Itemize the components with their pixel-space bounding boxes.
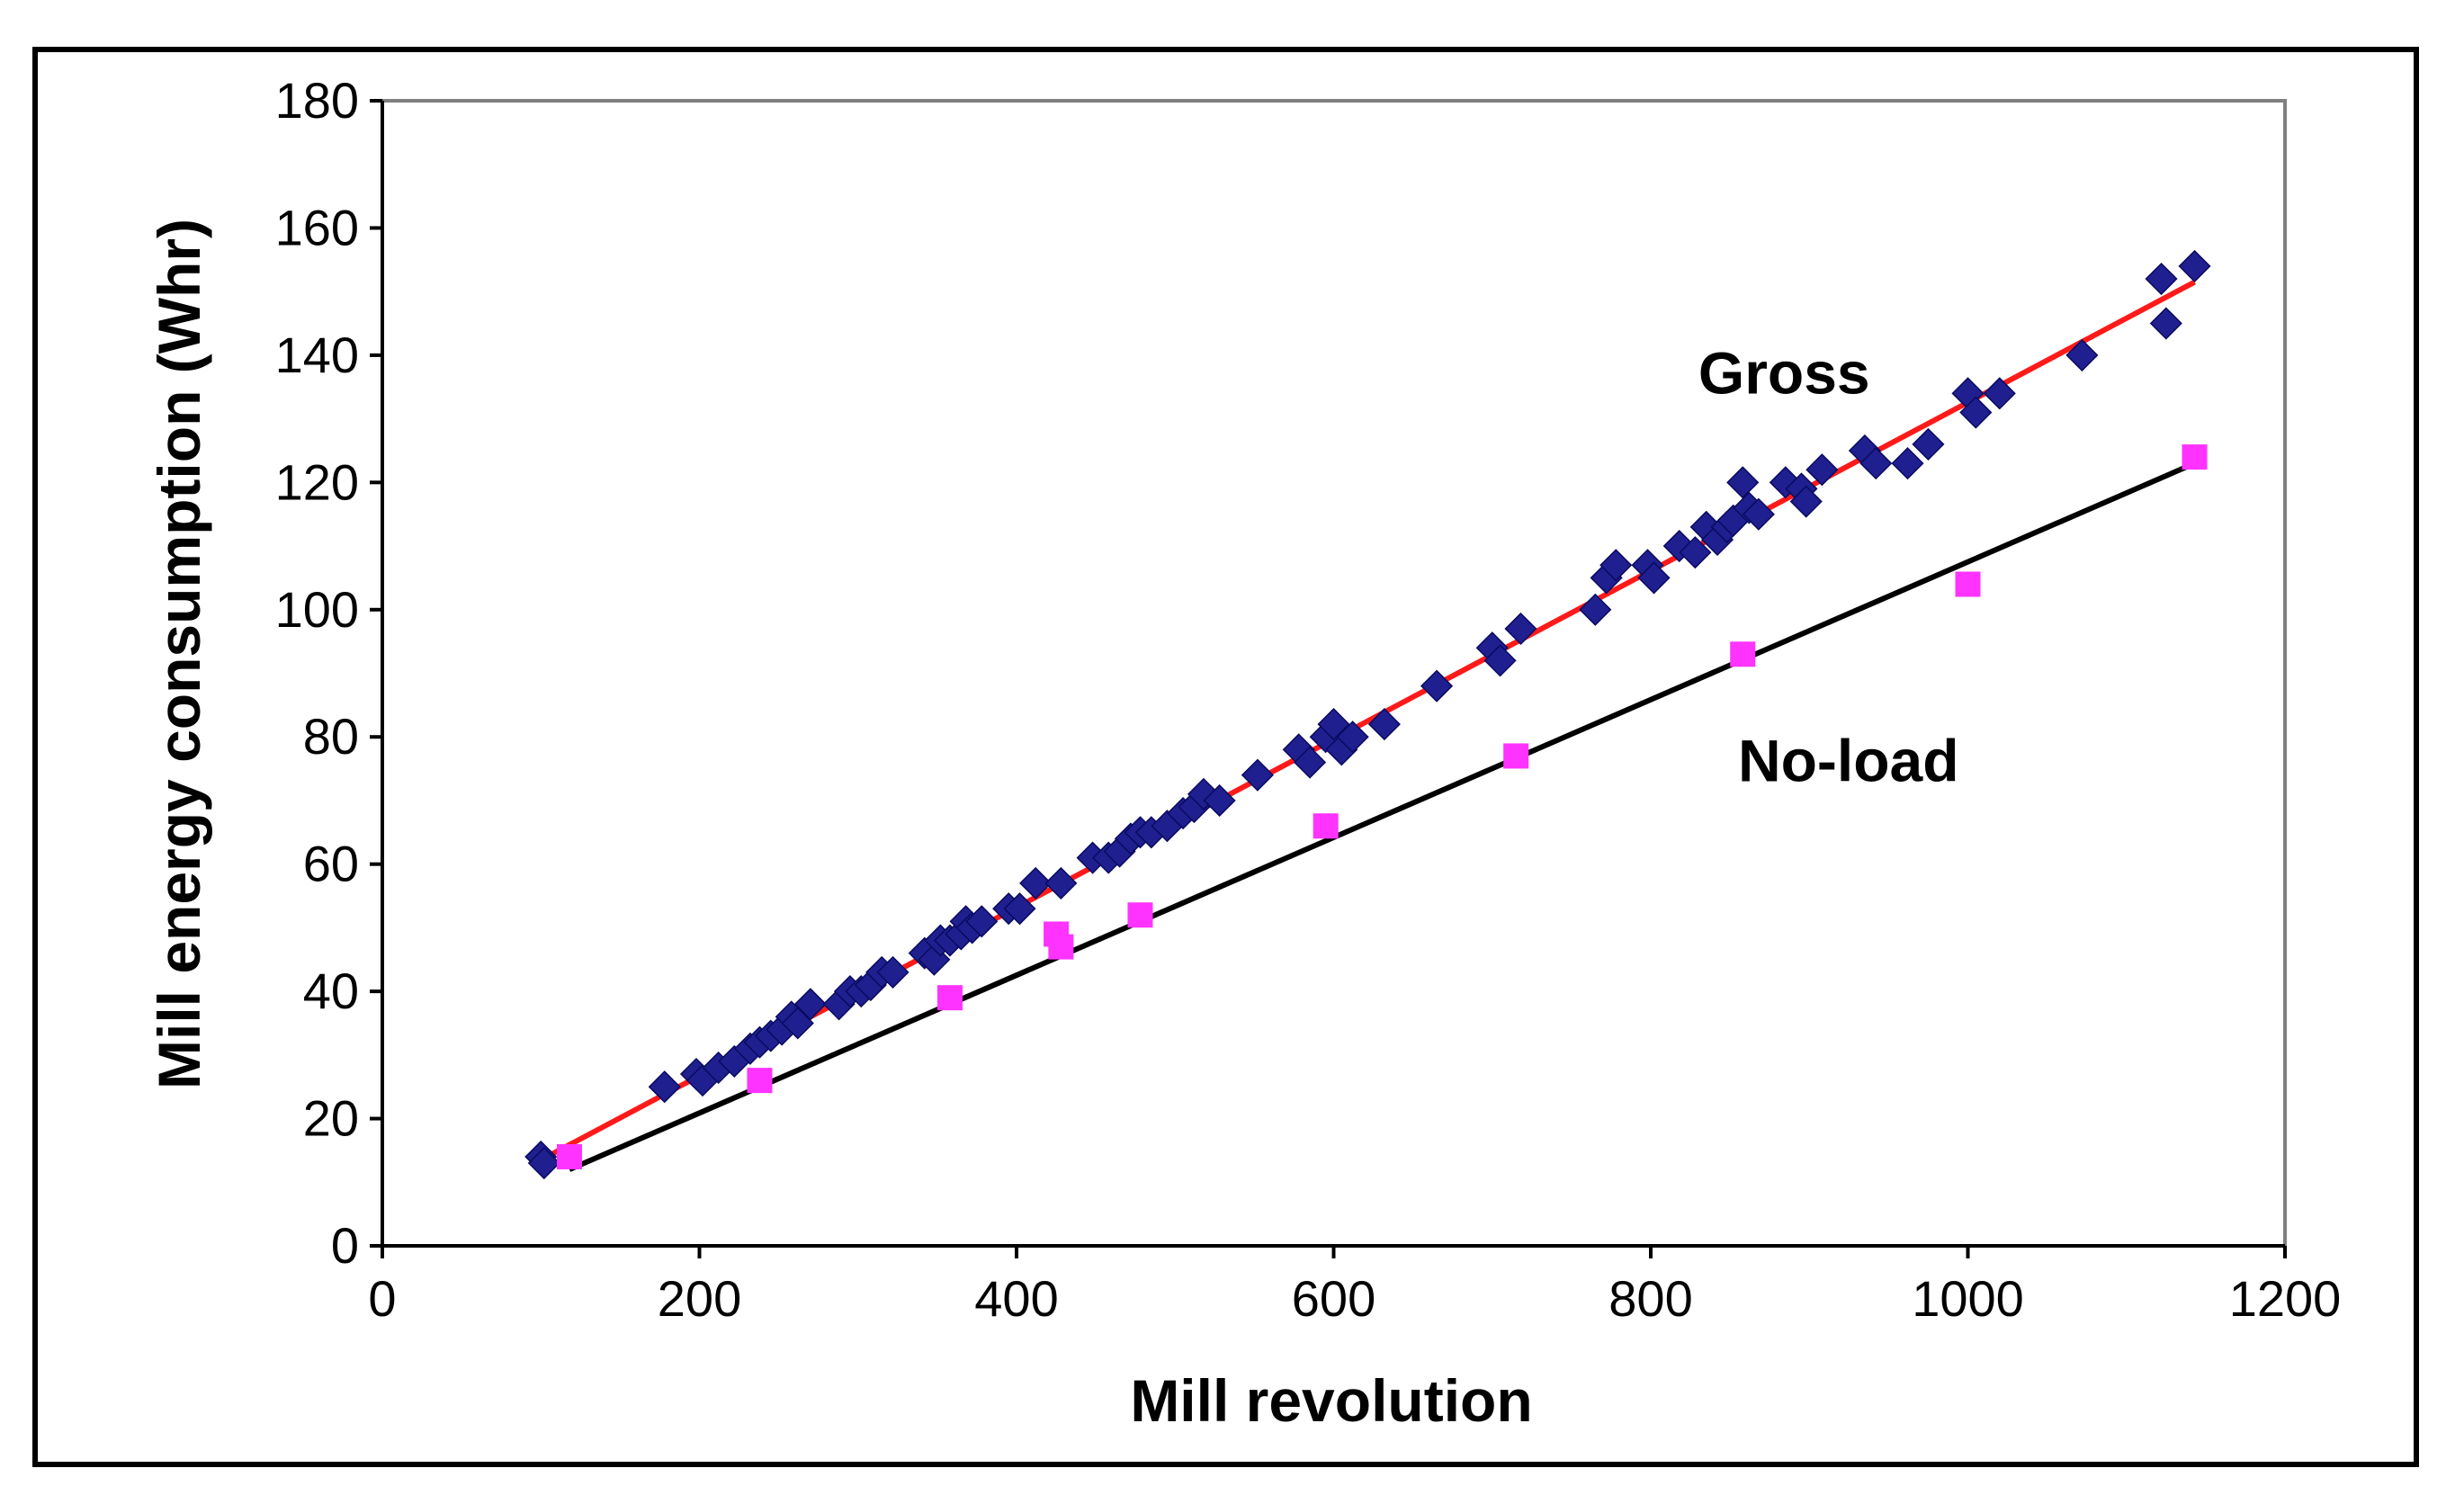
gross-label: Gross [1698, 339, 1870, 406]
gross-point [1241, 758, 1274, 792]
gross-point [1789, 485, 1823, 518]
no-load-point [556, 1143, 582, 1169]
no-load-trendline [568, 461, 2196, 1172]
y-tick-label: 20 [303, 1090, 359, 1147]
no-load-point [1730, 641, 1756, 667]
no-load-point [1955, 571, 1981, 597]
data-points [524, 249, 2211, 1180]
no-load-point [1503, 743, 1529, 769]
gross-point [1504, 612, 1537, 646]
gross-point [1805, 453, 1839, 487]
gross-point [1336, 721, 1369, 754]
x-tick-label: 800 [1608, 1270, 1692, 1327]
axis-ticks: 0 200 400 600 800 1000 1200 0 20 40 60 80 100 120 140 1… [275, 72, 2342, 1327]
x-axis-title: Mill revolution [1130, 1367, 1532, 1434]
x-tick-label: 1200 [2229, 1270, 2342, 1327]
gross-point [781, 1007, 814, 1040]
gross-point [793, 988, 827, 1021]
y-tick-label: 0 [331, 1217, 359, 1274]
y-tick-label: 180 [275, 72, 359, 129]
y-tick-label: 80 [303, 708, 359, 765]
gross-point [2149, 307, 2182, 340]
gross-point [1003, 892, 1036, 926]
figure-frame [32, 47, 2419, 1467]
y-tick-label: 160 [275, 199, 359, 255]
y-tick-label: 140 [275, 327, 359, 383]
gross-point [1637, 561, 1671, 595]
no-load-label: No-load [1738, 728, 1959, 794]
gross-point [876, 955, 909, 989]
gross-point [1859, 447, 1893, 480]
gross-point [1367, 708, 1401, 741]
gross-point [1203, 783, 1236, 818]
no-load-point [1313, 813, 1339, 839]
y-tick-label: 100 [275, 581, 359, 638]
gross-point [527, 1147, 560, 1180]
x-tick-label: 200 [658, 1270, 741, 1327]
x-tick-label: 400 [974, 1270, 1058, 1327]
series-labels: Gross No-load [1698, 339, 1959, 793]
no-load-series [556, 444, 2208, 1169]
gross-point [1742, 497, 1775, 531]
gross-point [1679, 536, 1712, 569]
y-tick-label: 60 [303, 836, 359, 892]
no-load-point [2182, 444, 2208, 470]
gross-point [1019, 866, 1053, 900]
no-load-point [936, 985, 963, 1011]
gross-series [524, 249, 2211, 1180]
gross-point [1483, 644, 1517, 677]
gross-point [1579, 593, 1612, 626]
gross-point [648, 1070, 681, 1104]
gross-point [1044, 866, 1078, 900]
gross-point [1420, 669, 1454, 703]
no-load-point [1127, 902, 1153, 928]
gross-point [1317, 708, 1350, 741]
x-tick-label: 1000 [1912, 1270, 2024, 1327]
y-tick-label: 120 [275, 453, 359, 510]
gross-point [1891, 447, 1924, 480]
gross-point [965, 905, 999, 938]
y-axis-title: Mill energy consumption (Whr) [146, 219, 212, 1089]
no-load-point [1048, 934, 1074, 960]
no-load-point [747, 1068, 773, 1094]
gross-point [1983, 377, 2016, 410]
x-tick-label: 600 [1292, 1270, 1375, 1327]
gross-point [2178, 249, 2211, 282]
gross-point [1726, 466, 1760, 499]
y-tick-label: 40 [303, 962, 359, 1019]
gross-point [1912, 427, 1945, 461]
x-tick-label: 0 [368, 1270, 396, 1327]
gross-point [1599, 549, 1633, 582]
gross-point [2065, 338, 2099, 372]
gross-point [1294, 746, 1327, 779]
gross-point [2145, 262, 2178, 296]
gross-point [1959, 396, 1993, 429]
